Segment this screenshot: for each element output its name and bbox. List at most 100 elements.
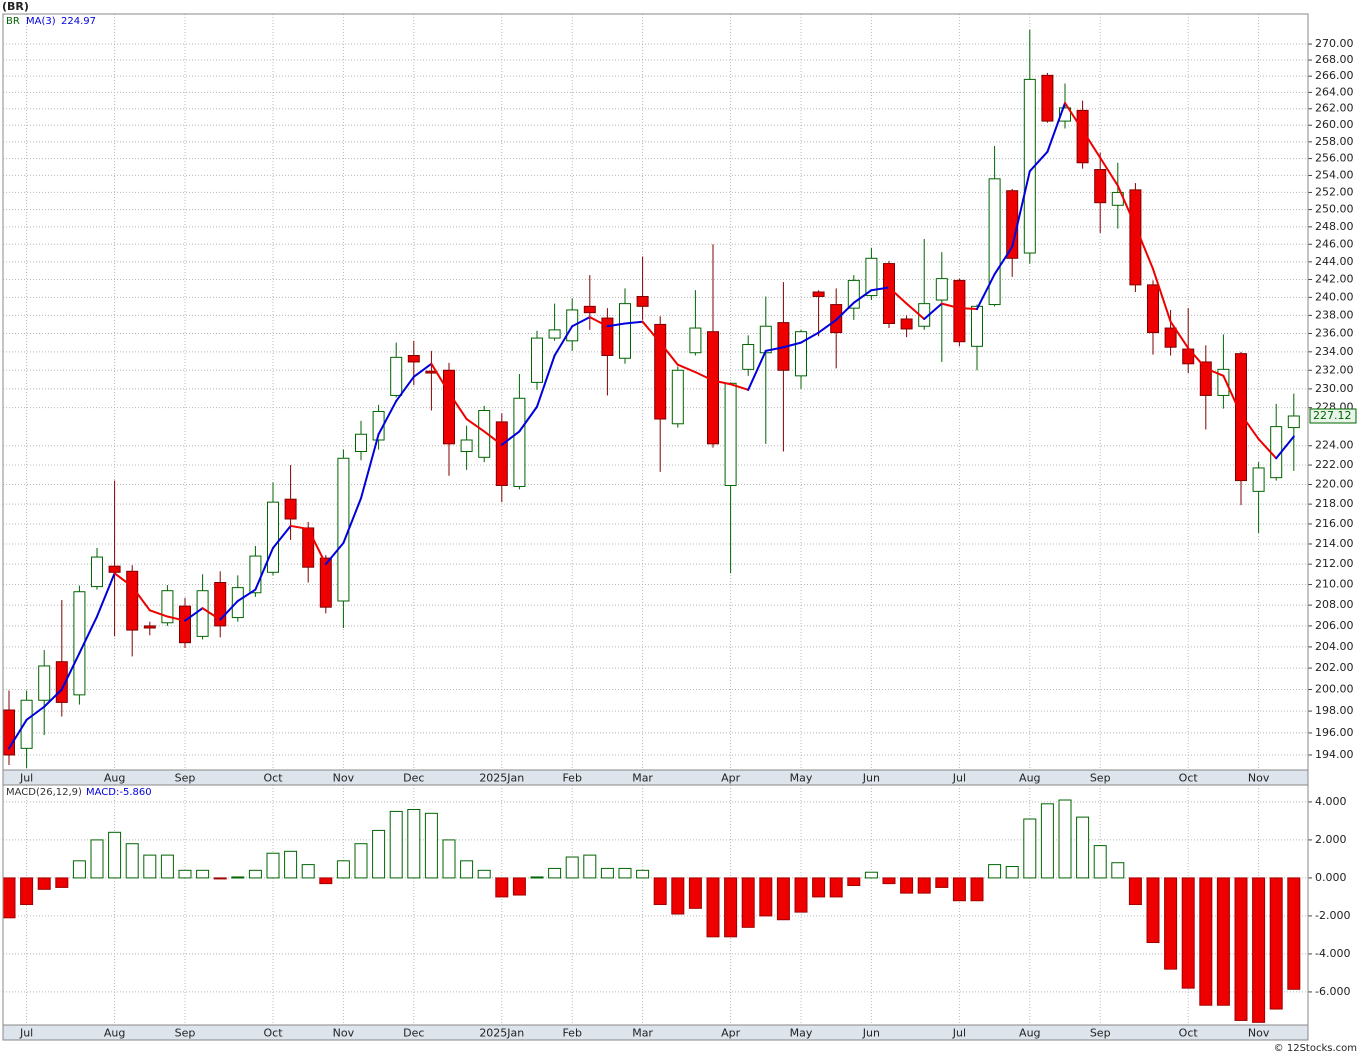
candle-body: [707, 331, 719, 445]
legend-ma-name: MA(3): [26, 16, 56, 27]
y-tick-label: 252.00: [1315, 185, 1354, 198]
macd-bar: [424, 812, 438, 879]
candle-body: [179, 605, 191, 644]
candle-body: [1094, 169, 1107, 204]
x-tick-label: Oct: [263, 1027, 283, 1040]
candle-body: [337, 457, 350, 602]
ma-segment: [483, 430, 503, 446]
ma-segment: [289, 524, 310, 530]
x-tick-label: Jun: [862, 772, 880, 785]
candle-body: [865, 257, 878, 297]
ma-segment: [518, 405, 538, 433]
candle-body: [812, 291, 825, 297]
candle-body: [355, 433, 367, 453]
ma-segment: [1081, 129, 1102, 159]
y-tick-label: 208.00: [1315, 598, 1354, 611]
candle-body: [548, 329, 561, 339]
x-tick-label: Aug: [1019, 1027, 1040, 1040]
last-price-box: [1309, 408, 1357, 424]
x-tick-label: Mar: [632, 1027, 653, 1040]
macd-bar: [1093, 845, 1107, 879]
x-tick-label: 2025Jan: [479, 1027, 524, 1040]
ma-segment: [1134, 224, 1154, 270]
macd-bar: [548, 867, 562, 879]
panel-border: [2, 784, 1309, 1026]
ma-segment: [729, 383, 750, 391]
ma-segment: [43, 688, 63, 708]
macd-bar: [776, 877, 790, 921]
ma-segment: [624, 320, 644, 325]
candle-body: [935, 278, 948, 301]
y-tick-label: 254.00: [1315, 168, 1354, 181]
candle-body: [953, 279, 966, 343]
macd-bar: [847, 877, 861, 887]
macd-bar: [231, 876, 245, 879]
candle-body: [443, 369, 455, 445]
candle-body: [654, 323, 667, 420]
ma-segment: [940, 302, 961, 310]
candle-body: [742, 343, 755, 370]
candle-body: [161, 590, 174, 624]
macd-bar: [583, 854, 597, 879]
candle-body: [143, 625, 156, 629]
macd-bar: [900, 877, 914, 894]
candle-body: [1252, 467, 1265, 492]
x-tick-label: Aug: [1019, 772, 1040, 785]
x-tick-label: Dec: [403, 772, 424, 785]
macd-bar: [882, 877, 896, 885]
y-tick-label: 206.00: [1315, 619, 1354, 632]
ma-segment: [923, 302, 943, 320]
ma-segment: [712, 379, 732, 386]
macd-bar: [213, 877, 227, 880]
x-tick-label: Sep: [1090, 1027, 1111, 1040]
ma-segment: [360, 433, 380, 500]
last-price-label: 227.12: [1313, 409, 1352, 422]
macd-bar: [354, 843, 368, 879]
macd-bar: [512, 877, 526, 896]
macd-bar: [794, 877, 808, 913]
macd-bar: [741, 877, 755, 928]
ma-segment: [694, 371, 714, 382]
x-tick-label: Nov: [333, 772, 355, 785]
macd-bar: [1269, 877, 1283, 1010]
macd-bar: [1252, 877, 1266, 1023]
macd-bar: [653, 877, 667, 906]
ma-segment: [236, 588, 257, 602]
macd-bar: [108, 831, 122, 879]
ma-segment: [835, 301, 855, 321]
y-tick-label: 4.000: [1315, 795, 1347, 808]
macd-bar: [917, 877, 931, 894]
x-tick-label: Feb: [562, 772, 581, 785]
ma-segment: [272, 524, 292, 549]
ma-segment: [747, 349, 767, 391]
y-tick-label: 220.00: [1315, 477, 1354, 490]
y-tick-label: 218.00: [1315, 497, 1354, 510]
y-tick-label: 224.00: [1315, 439, 1354, 452]
ma-segment: [1028, 150, 1049, 173]
x-tick-label: Feb: [562, 1027, 581, 1040]
ma-segment: [852, 289, 873, 304]
macd-bar: [178, 869, 192, 879]
candle-body: [91, 556, 103, 588]
macd-bar: [1146, 877, 1160, 944]
macd-bar: [460, 860, 474, 879]
ma-segment: [1257, 438, 1278, 460]
macd-bar: [336, 860, 350, 879]
macd-bar: [1023, 818, 1037, 879]
ma-segment: [395, 375, 415, 403]
ma-segment: [1116, 184, 1137, 227]
macd-bar: [1287, 877, 1301, 990]
y-tick-label: -6.000: [1315, 985, 1350, 998]
macd-bar: [143, 854, 157, 879]
macd-bar: [1058, 799, 1072, 879]
candle-body: [971, 305, 983, 347]
macd-bar: [284, 850, 298, 879]
macd-bar: [1234, 877, 1248, 1021]
y-tick-label: 242.00: [1315, 273, 1354, 286]
x-tick-label: Nov: [1248, 772, 1270, 785]
ma-segment: [500, 430, 521, 446]
y-tick-label: 196.00: [1315, 726, 1354, 739]
candle-body: [724, 382, 737, 486]
ma-segment: [993, 245, 1014, 276]
